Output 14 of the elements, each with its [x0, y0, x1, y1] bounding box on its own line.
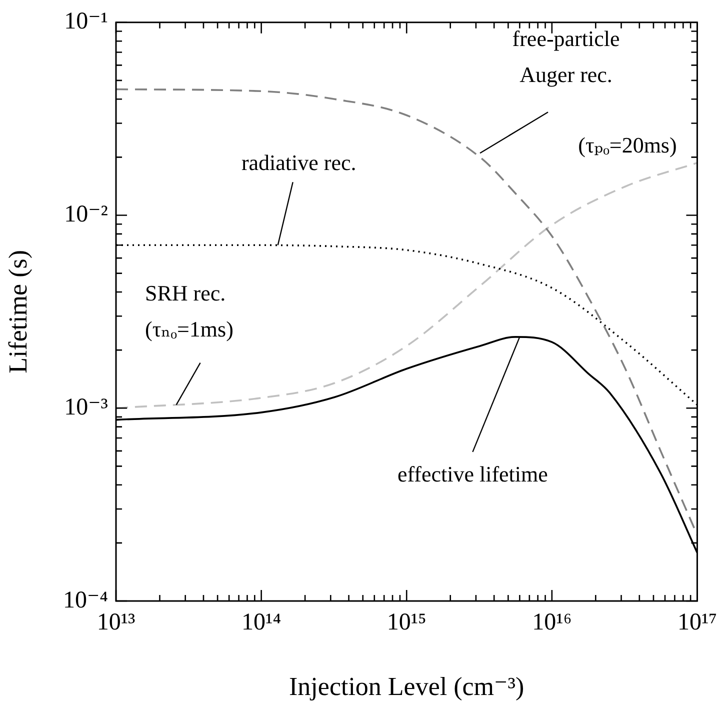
x-tick-label: 10¹⁵	[386, 610, 426, 636]
annotation: radiative rec.	[241, 150, 356, 175]
annotation: effective lifetime	[397, 462, 548, 487]
x-tick-label: 10¹⁷	[677, 610, 717, 636]
annotation: SRH rec. (τₙₒ=1ms)	[145, 280, 234, 342]
y-tick-label: 10⁻²	[64, 202, 108, 228]
annotation: free-particle Auger rec.	[512, 26, 620, 87]
x-tick-label: 10¹⁶	[532, 610, 572, 636]
y-axis-title: Lifetime (s)	[3, 250, 32, 374]
x-axis-title: Injection Level (cm⁻³)	[289, 672, 524, 702]
annotation: (τₚₒ=20ms)	[578, 132, 677, 158]
y-tick-label: 10⁻³	[64, 394, 108, 420]
y-tick-label: 10⁻¹	[64, 8, 108, 35]
x-tick-label: 10¹⁴	[242, 610, 282, 636]
